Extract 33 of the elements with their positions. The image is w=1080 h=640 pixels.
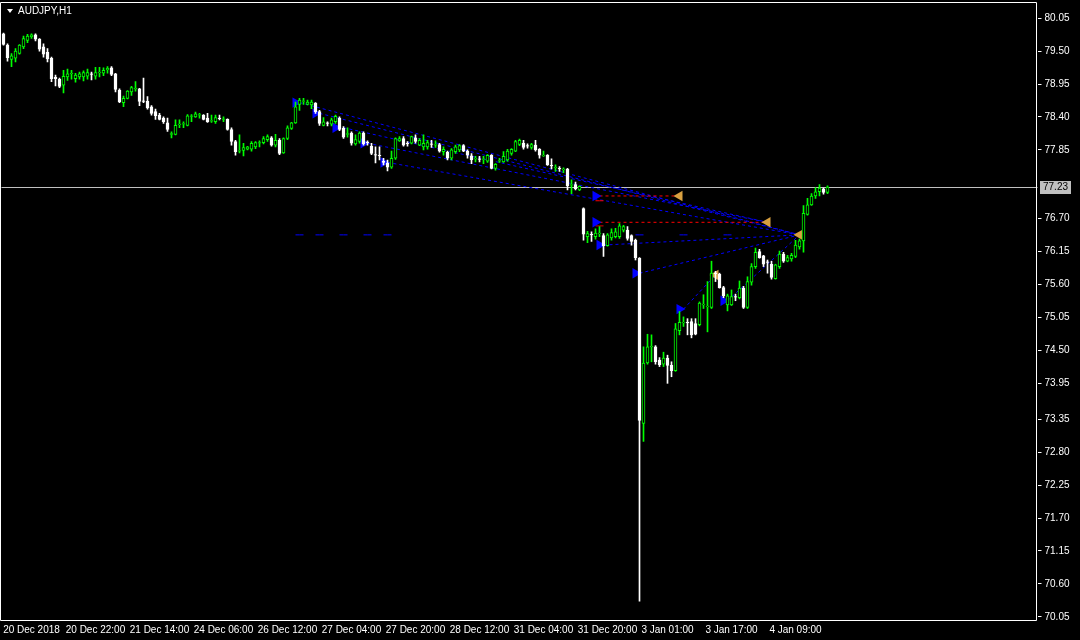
x-tick-label: 28 Dec 12:00 bbox=[449, 623, 510, 635]
y-tick-label: 71.70 bbox=[1044, 511, 1070, 523]
chart-title: AUDJPY,H1 bbox=[18, 4, 73, 16]
y-tick-label: 76.70 bbox=[1044, 212, 1070, 224]
x-tick-label: 27 Dec 20:00 bbox=[385, 623, 446, 635]
x-tick-label: 20 Dec 2018 bbox=[3, 623, 61, 635]
y-tick-label: 80.05 bbox=[1044, 11, 1070, 23]
y-tick-label: 70.60 bbox=[1044, 577, 1070, 589]
y-tick-label: 72.80 bbox=[1044, 445, 1070, 457]
y-tick-label: 73.35 bbox=[1044, 413, 1070, 425]
y-tick-label: 78.95 bbox=[1044, 77, 1070, 89]
ref-line-label: 77.23 bbox=[1043, 181, 1069, 193]
x-tick-label: 27 Dec 04:00 bbox=[321, 623, 382, 635]
x-tick-label: 3 Jan 01:00 bbox=[641, 623, 695, 635]
y-tick-label: 75.05 bbox=[1044, 311, 1070, 323]
y-tick-label: 75.60 bbox=[1044, 278, 1070, 290]
y-tick-label: 77.85 bbox=[1044, 143, 1070, 155]
x-tick-label: 3 Jan 17:00 bbox=[705, 623, 759, 635]
y-tick-label: 74.50 bbox=[1044, 344, 1070, 356]
y-tick-label: 70.05 bbox=[1044, 610, 1070, 622]
y-tick-label: 79.50 bbox=[1044, 44, 1070, 56]
y-tick-label: 71.15 bbox=[1044, 544, 1070, 556]
x-tick-label: 26 Dec 12:00 bbox=[257, 623, 318, 635]
x-tick-label: 21 Dec 14:00 bbox=[129, 623, 190, 635]
x-tick-label: 31 Dec 20:00 bbox=[577, 623, 638, 635]
y-tick-label: 78.40 bbox=[1044, 110, 1070, 122]
x-tick-label: 20 Dec 22:00 bbox=[65, 623, 126, 635]
x-tick-label: 31 Dec 04:00 bbox=[513, 623, 574, 635]
y-tick-label: 76.15 bbox=[1044, 245, 1070, 257]
y-tick-label: 72.25 bbox=[1044, 478, 1070, 490]
x-tick-label: 24 Dec 06:00 bbox=[193, 623, 254, 635]
x-tick-label: 4 Jan 09:00 bbox=[769, 623, 823, 635]
y-tick-label: 73.95 bbox=[1044, 377, 1070, 389]
